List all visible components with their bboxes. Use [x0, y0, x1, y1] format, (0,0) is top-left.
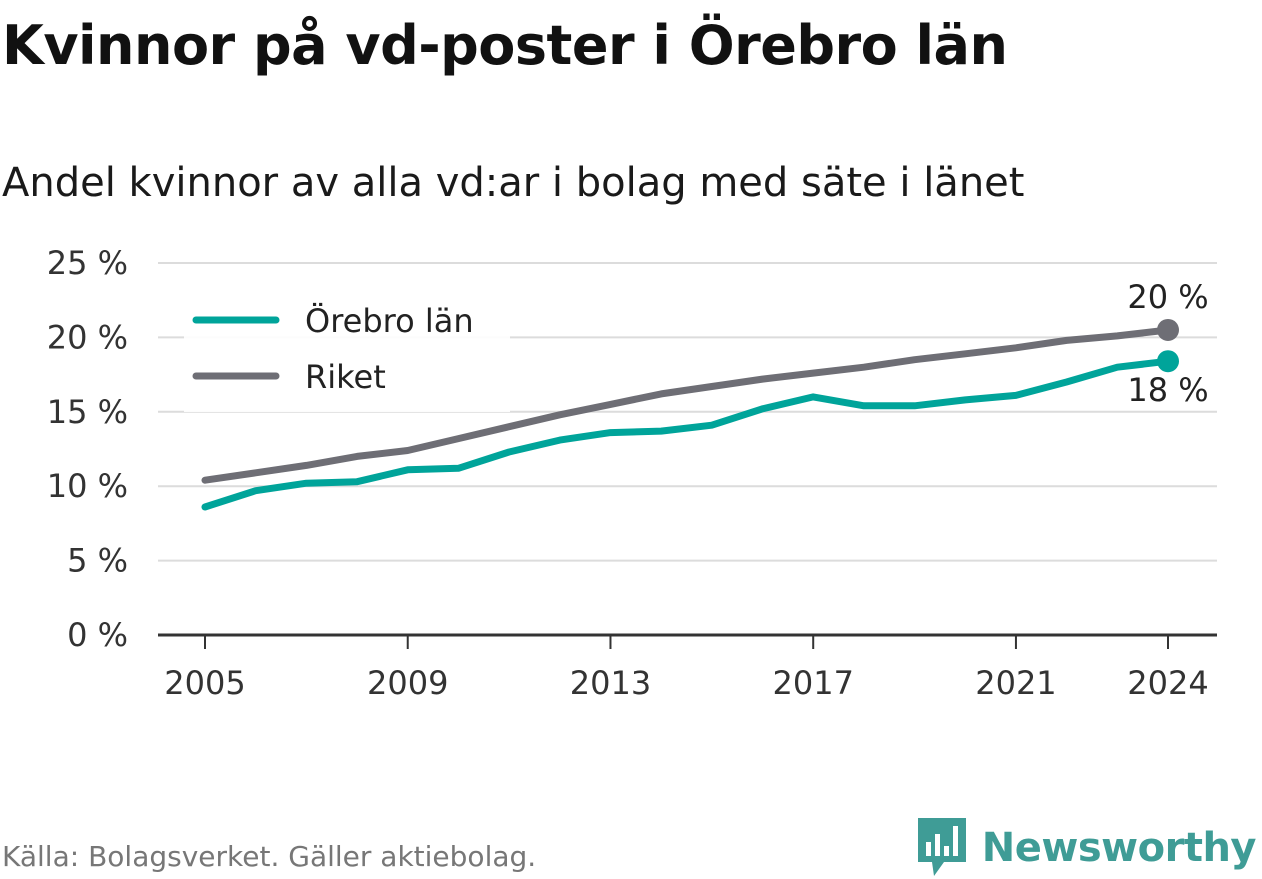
y-tick-label: 25 %	[47, 244, 128, 282]
legend-label: Örebro län	[305, 302, 474, 340]
y-tick-label: 20 %	[47, 318, 128, 356]
series-lines: 18 % 20 %	[201, 278, 1209, 511]
legend: Örebro län Riket	[184, 292, 510, 412]
chart-subtitle: Andel kvinnor av alla vd:ar i bolag med …	[2, 160, 1025, 206]
y-tick-label: 10 %	[47, 467, 128, 505]
y-tick-label: 5 %	[67, 542, 128, 580]
end-value-label: 20 %	[1127, 278, 1208, 316]
newsworthy-logo-icon	[917, 818, 966, 876]
brand-name: Newsworthy	[981, 825, 1257, 871]
x-tick-label: 2013	[570, 664, 651, 702]
end-value-label: 18 %	[1127, 371, 1208, 409]
y-tick-label: 0 %	[67, 616, 128, 654]
y-axis: 0 % 5 % 10 % 15 % 20 % 25 %	[47, 244, 128, 654]
end-point	[1157, 318, 1179, 341]
series-line	[201, 357, 1172, 511]
x-tick-label: 2017	[772, 664, 853, 702]
brand-logo: Newsworthy	[917, 818, 1257, 878]
chart-title: Kvinnor på vd-poster i Örebro län	[2, 14, 1008, 77]
x-tick-label: 2009	[367, 664, 448, 702]
x-tick-label: 2024	[1127, 664, 1208, 702]
x-axis: 2005 2009 2013 2017 2021 2024	[158, 633, 1217, 702]
source-note: Källa: Bolagsverket. Gäller aktiebolag.	[2, 840, 537, 873]
legend-background	[184, 292, 510, 412]
series-line	[201, 326, 1172, 484]
end-point	[1157, 350, 1179, 373]
legend-label: Riket	[305, 358, 386, 396]
x-tick-label: 2005	[164, 664, 245, 702]
y-tick-label: 15 %	[47, 393, 128, 431]
x-tick-label: 2021	[975, 664, 1056, 702]
